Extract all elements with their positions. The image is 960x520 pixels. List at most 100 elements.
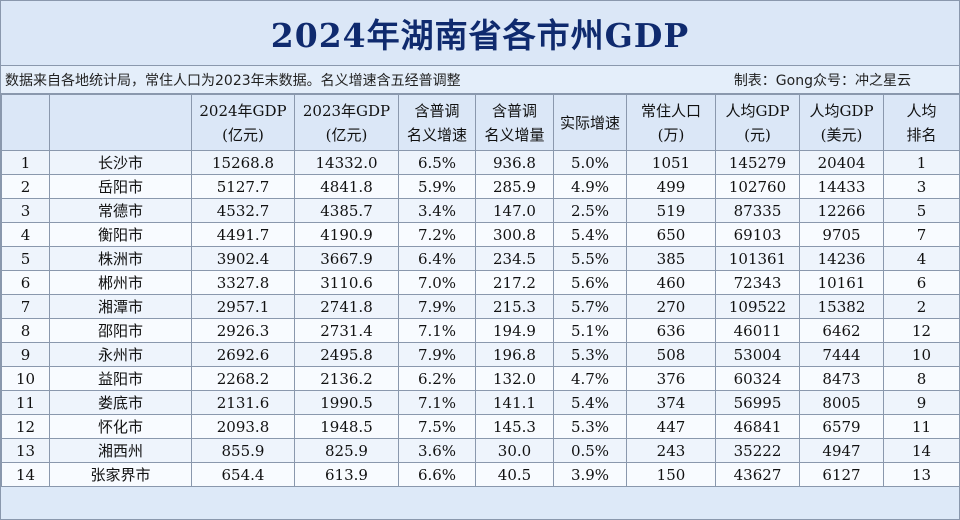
header-per-capita-usd: 人均GDP (美元) xyxy=(799,94,884,151)
cell-per-capita-cny: 102760 xyxy=(715,174,800,199)
cell-per-capita-usd: 6579 xyxy=(799,414,884,439)
header-per-capita-rank: 人均 排名 xyxy=(883,94,960,151)
cell-nominal-increase: 132.0 xyxy=(475,366,554,391)
cell-real-growth: 3.9% xyxy=(553,462,627,487)
cell-real-growth: 4.7% xyxy=(553,366,627,391)
cell-per-capita-cny: 46011 xyxy=(715,318,800,343)
cell-gdp-2023: 2731.4 xyxy=(294,318,399,343)
cell-rank: 14 xyxy=(1,462,50,487)
cell-real-growth: 0.5% xyxy=(553,438,627,463)
cell-city: 怀化市 xyxy=(49,414,192,439)
cell-gdp-2023: 4841.8 xyxy=(294,174,399,199)
cell-rank: 3 xyxy=(1,198,50,223)
cell-gdp-2024: 4532.7 xyxy=(191,198,295,223)
cell-city: 长沙市 xyxy=(49,150,192,175)
cell-real-growth: 5.6% xyxy=(553,270,627,295)
cell-city: 湘潭市 xyxy=(49,294,192,319)
cell-nominal-growth: 5.9% xyxy=(398,174,476,199)
cell-population: 636 xyxy=(626,318,716,343)
cell-rank: 8 xyxy=(1,318,50,343)
cell-rank: 5 xyxy=(1,246,50,271)
cell-real-growth: 5.4% xyxy=(553,222,627,247)
header-population: 常住人口 (万) xyxy=(626,94,716,151)
cell-population: 508 xyxy=(626,342,716,367)
cell-gdp-2024: 2957.1 xyxy=(191,294,295,319)
cell-rank: 6 xyxy=(1,270,50,295)
cell-real-growth: 5.5% xyxy=(553,246,627,271)
cell-city: 湘西州 xyxy=(49,438,192,463)
header-per-capita-cny: 人均GDP (元) xyxy=(715,94,800,151)
cell-gdp-2023: 4190.9 xyxy=(294,222,399,247)
cell-population: 499 xyxy=(626,174,716,199)
cell-city: 常德市 xyxy=(49,198,192,223)
cell-per-capita-cny: 60324 xyxy=(715,366,800,391)
cell-nominal-increase: 147.0 xyxy=(475,198,554,223)
cell-per-capita-usd: 7444 xyxy=(799,342,884,367)
table-row: 2 岳阳市 5127.7 4841.8 5.9% 285.9 4.9% 499 102760 14… xyxy=(1,174,960,199)
cell-real-growth: 4.9% xyxy=(553,174,627,199)
header-real-growth: 实际增速 xyxy=(553,94,627,151)
table-header-row: 2024年GDP (亿元) 2023年GDP (亿元) 含普调 名义增速 含普调 名义增… xyxy=(1,94,960,151)
cell-per-capita-rank: 4 xyxy=(883,246,960,271)
table-row: 4 衡阳市 4491.7 4190.9 7.2% 300.8 5.4% 650 69103 970… xyxy=(1,222,960,247)
cell-population: 460 xyxy=(626,270,716,295)
cell-per-capita-cny: 56995 xyxy=(715,390,800,415)
cell-rank: 13 xyxy=(1,438,50,463)
cell-population: 270 xyxy=(626,294,716,319)
cell-city: 邵阳市 xyxy=(49,318,192,343)
cell-per-capita-rank: 6 xyxy=(883,270,960,295)
cell-per-capita-usd: 6127 xyxy=(799,462,884,487)
cell-population: 650 xyxy=(626,222,716,247)
header-nominal-increase: 含普调 名义增量 xyxy=(475,94,554,151)
table-row: 3 常德市 4532.7 4385.7 3.4% 147.0 2.5% 519 87335 122… xyxy=(1,198,960,223)
cell-city: 张家界市 xyxy=(49,462,192,487)
cell-gdp-2024: 2692.6 xyxy=(191,342,295,367)
gdp-table: 2024年GDP (亿元) 2023年GDP (亿元) 含普调 名义增速 含普调 名义增… xyxy=(1,94,960,487)
cell-real-growth: 5.1% xyxy=(553,318,627,343)
cell-nominal-increase: 145.3 xyxy=(475,414,554,439)
cell-per-capita-usd: 6462 xyxy=(799,318,884,343)
cell-city: 永州市 xyxy=(49,342,192,367)
header-city xyxy=(49,94,192,151)
cell-gdp-2023: 2741.8 xyxy=(294,294,399,319)
table-row: 10 益阳市 2268.2 2136.2 6.2% 132.0 4.7% 376 60324 84… xyxy=(1,366,960,391)
cell-gdp-2023: 1990.5 xyxy=(294,390,399,415)
cell-nominal-increase: 194.9 xyxy=(475,318,554,343)
table-row: 8 邵阳市 2926.3 2731.4 7.1% 194.9 5.1% 636 46011 646… xyxy=(1,318,960,343)
cell-nominal-growth: 6.4% xyxy=(398,246,476,271)
table-row: 9 永州市 2692.6 2495.8 7.9% 196.8 5.3% 508 53004 744… xyxy=(1,342,960,367)
cell-gdp-2024: 2093.8 xyxy=(191,414,295,439)
cell-per-capita-rank: 8 xyxy=(883,366,960,391)
cell-per-capita-cny: 69103 xyxy=(715,222,800,247)
cell-real-growth: 2.5% xyxy=(553,198,627,223)
cell-per-capita-cny: 53004 xyxy=(715,342,800,367)
cell-rank: 2 xyxy=(1,174,50,199)
cell-population: 150 xyxy=(626,462,716,487)
cell-nominal-increase: 300.8 xyxy=(475,222,554,247)
source-note: 数据来自各地统计局，常住人口为2023年末数据。名义增速含五经普调整 xyxy=(5,72,461,89)
cell-per-capita-usd: 20404 xyxy=(799,150,884,175)
cell-city: 株洲市 xyxy=(49,246,192,271)
table-row: 13 湘西州 855.9 825.9 3.6% 30.0 0.5% 243 35222 4947 1… xyxy=(1,438,960,463)
cell-nominal-increase: 30.0 xyxy=(475,438,554,463)
cell-real-growth: 5.3% xyxy=(553,342,627,367)
cell-nominal-increase: 196.8 xyxy=(475,342,554,367)
cell-per-capita-cny: 145279 xyxy=(715,150,800,175)
table-row: 7 湘潭市 2957.1 2741.8 7.9% 215.3 5.7% 270 109522 15… xyxy=(1,294,960,319)
cell-gdp-2024: 2131.6 xyxy=(191,390,295,415)
cell-nominal-increase: 234.5 xyxy=(475,246,554,271)
cell-per-capita-usd: 12266 xyxy=(799,198,884,223)
cell-nominal-increase: 285.9 xyxy=(475,174,554,199)
cell-city: 娄底市 xyxy=(49,390,192,415)
cell-per-capita-cny: 87335 xyxy=(715,198,800,223)
cell-per-capita-rank: 3 xyxy=(883,174,960,199)
cell-gdp-2023: 825.9 xyxy=(294,438,399,463)
table-row: 14 张家界市 654.4 613.9 6.6% 40.5 3.9% 150 43627 6127… xyxy=(1,462,960,487)
cell-per-capita-usd: 4947 xyxy=(799,438,884,463)
cell-per-capita-rank: 9 xyxy=(883,390,960,415)
cell-nominal-increase: 936.8 xyxy=(475,150,554,175)
cell-rank: 1 xyxy=(1,150,50,175)
cell-gdp-2023: 3667.9 xyxy=(294,246,399,271)
cell-nominal-growth: 6.6% xyxy=(398,462,476,487)
